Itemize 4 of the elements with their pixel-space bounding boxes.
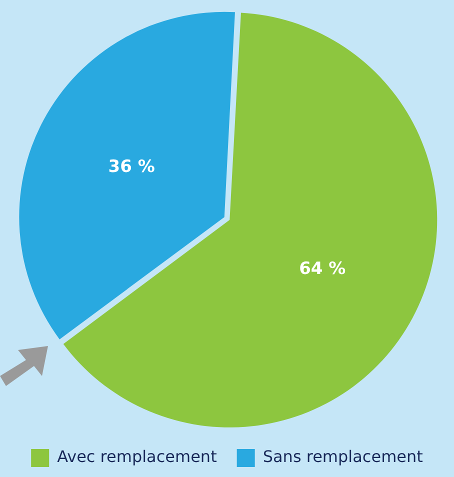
legend-label: Avec remplacement <box>57 447 217 466</box>
data-label: 36 % <box>108 156 155 177</box>
legend-label: Sans remplacement <box>262 447 423 466</box>
data-label: 64 % <box>299 259 346 280</box>
